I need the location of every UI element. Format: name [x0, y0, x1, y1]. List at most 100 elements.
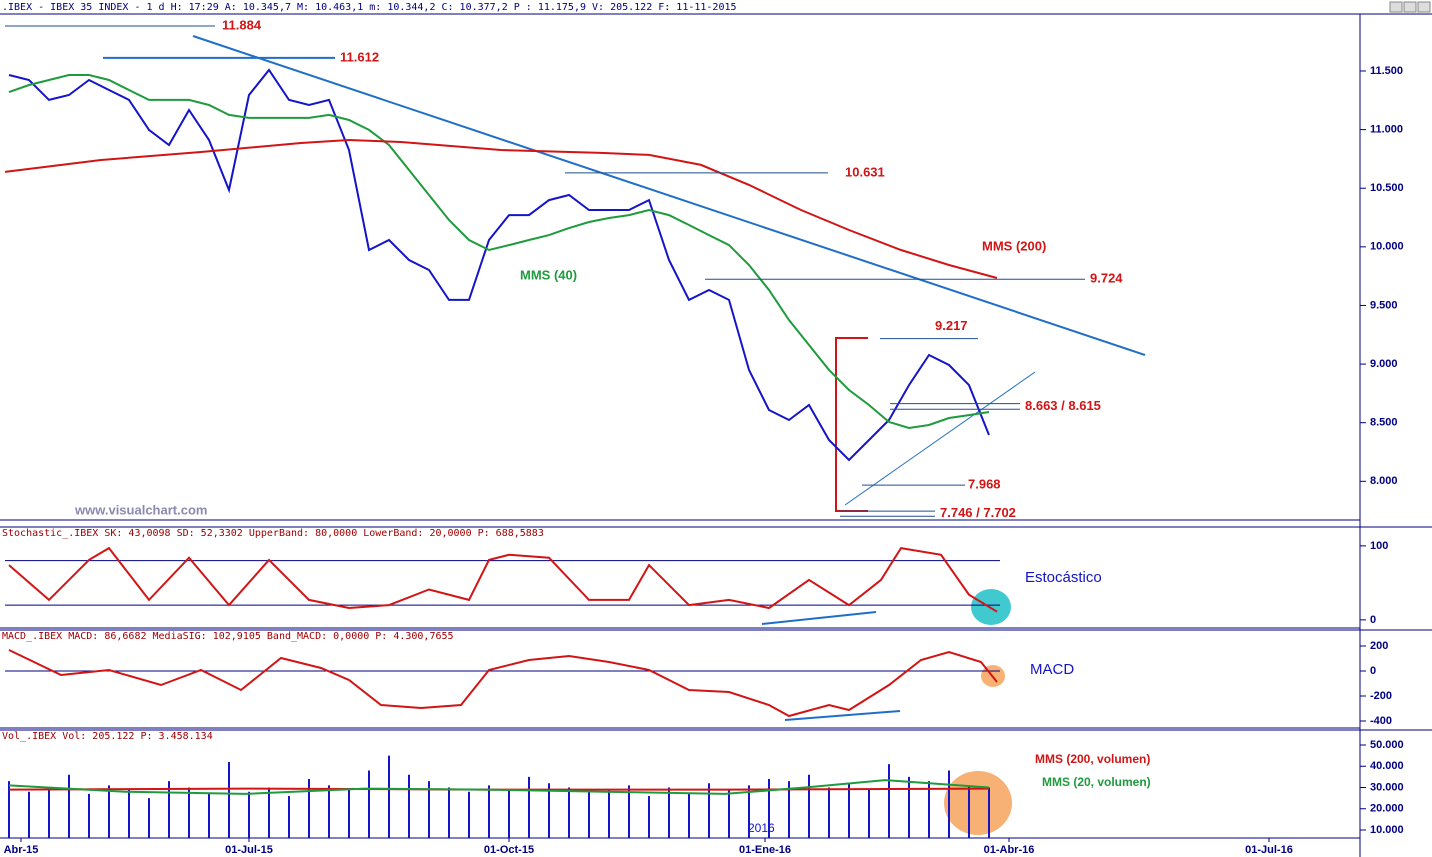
volume-bar	[888, 764, 890, 838]
annotation: 2016	[748, 821, 775, 835]
series-label: MMS (200)	[982, 238, 1046, 253]
volume-bar	[688, 793, 690, 838]
volume-bar	[748, 785, 750, 838]
y-tick-label: 100	[1370, 540, 1388, 552]
volume-bar	[68, 774, 70, 838]
volume-bar	[768, 778, 770, 838]
button[interactable]	[1389, 1, 1403, 13]
series-line	[8, 546, 998, 613]
volume-bar	[428, 781, 430, 838]
y-tick-label: 40.000	[1370, 760, 1404, 772]
volume-bar	[308, 778, 310, 838]
watermark: www.visualchart.com	[74, 502, 207, 517]
volume-bar	[788, 781, 790, 838]
volume-bar	[188, 787, 190, 838]
volume-bar	[8, 781, 10, 838]
volume-bar	[448, 787, 450, 838]
volume-bar	[908, 776, 910, 838]
y-tick-label: 0	[1370, 665, 1376, 677]
y-tick-label: -200	[1370, 690, 1392, 702]
level-label: 8.663 / 8.615	[1025, 398, 1101, 413]
volume-bar	[228, 761, 230, 838]
volume-bar	[548, 783, 550, 838]
y-tick-label: 9.000	[1370, 358, 1398, 370]
volume-bar	[208, 793, 210, 838]
volume-bar	[288, 795, 290, 838]
volume-bar	[268, 787, 270, 838]
level-label: 7.968	[968, 477, 1001, 492]
x-tick-label: 01-Ene-16	[739, 844, 791, 856]
series-line	[8, 779, 990, 795]
volume-bar	[108, 785, 110, 838]
volume-bar	[488, 785, 490, 838]
volume-bar	[668, 787, 670, 838]
y-tick-label: 8.500	[1370, 417, 1398, 429]
level-label: 10.631	[845, 164, 885, 179]
volume-bar	[948, 770, 950, 838]
series-line	[8, 74, 990, 430]
volume-bar	[248, 791, 250, 838]
y-tick-label: 11.000	[1370, 124, 1403, 136]
y-tick-label: 30.000	[1370, 781, 1404, 793]
annotation: MACD	[1030, 661, 1074, 678]
volume-bar	[148, 798, 150, 838]
support-line	[844, 371, 1036, 506]
volume-bar	[988, 787, 990, 838]
volume-bar	[968, 785, 970, 838]
annotation: Estocástico	[1025, 569, 1102, 586]
volume-bar	[508, 789, 510, 838]
volume-bar	[388, 755, 390, 838]
volume-bar	[328, 785, 330, 838]
volume-bar	[348, 789, 350, 838]
series-line	[8, 68, 990, 462]
y-tick-label: 10.000	[1370, 824, 1404, 836]
y-tick-label: 20.000	[1370, 803, 1404, 815]
window-buttons[interactable]	[1389, 1, 1431, 13]
header-text: .IBEX - IBEX 35 INDEX - 1 d H: 17:29 A: …	[2, 2, 737, 13]
volume-bar	[708, 783, 710, 838]
highlight	[944, 771, 1012, 835]
volume-bar	[128, 789, 130, 838]
y-tick-label: 200	[1370, 640, 1388, 652]
volume-bar	[928, 781, 930, 838]
legend-label: MMS (20, volumen)	[1042, 775, 1151, 789]
button[interactable]	[1417, 1, 1431, 13]
x-tick-label: 01-Jul-16	[1245, 844, 1293, 856]
y-tick-label: -400	[1370, 715, 1392, 727]
y-tick-label: 11.500	[1370, 65, 1403, 77]
volume-bar	[408, 774, 410, 838]
volume-bar	[628, 785, 630, 838]
x-tick-label: 01-Jul-15	[225, 844, 273, 856]
series-line	[4, 138, 998, 279]
volume-bar	[728, 789, 730, 838]
volume-bar	[848, 783, 850, 838]
divergence-line	[761, 611, 877, 625]
level-label: 7.746 / 7.702	[940, 505, 1016, 520]
button[interactable]	[1403, 1, 1417, 13]
y-tick-label: 8.000	[1370, 475, 1398, 487]
legend-label: MMS (200, volumen)	[1035, 752, 1150, 766]
y-tick-label: 0	[1370, 614, 1376, 626]
volume-bar	[468, 791, 470, 838]
volume-bar	[588, 791, 590, 838]
volume-bar	[28, 791, 30, 838]
panel-title: Stochastic_.IBEX SK: 43,0098 SD: 52,3302…	[2, 528, 544, 539]
panel-title: Vol_.IBEX Vol: 205.122 P: 3.458.134	[2, 731, 213, 742]
level-label: 11.612	[340, 49, 379, 64]
volume-bar	[368, 770, 370, 838]
volume-bar	[828, 787, 830, 838]
level-label: 9.724	[1090, 271, 1123, 286]
volume-bar	[528, 776, 530, 838]
y-tick-label: 9.500	[1370, 299, 1398, 311]
x-tick-label: 01-Abr-16	[984, 844, 1035, 856]
volume-bar	[48, 787, 50, 838]
volume-bar	[608, 789, 610, 838]
level-label: 9.217	[935, 318, 968, 333]
volume-bar	[808, 774, 810, 838]
y-tick-label: 10.000	[1370, 241, 1404, 253]
series-label: MMS (40)	[520, 267, 577, 282]
volume-bar	[168, 781, 170, 838]
volume-bar	[568, 787, 570, 838]
volume-bar	[88, 793, 90, 838]
